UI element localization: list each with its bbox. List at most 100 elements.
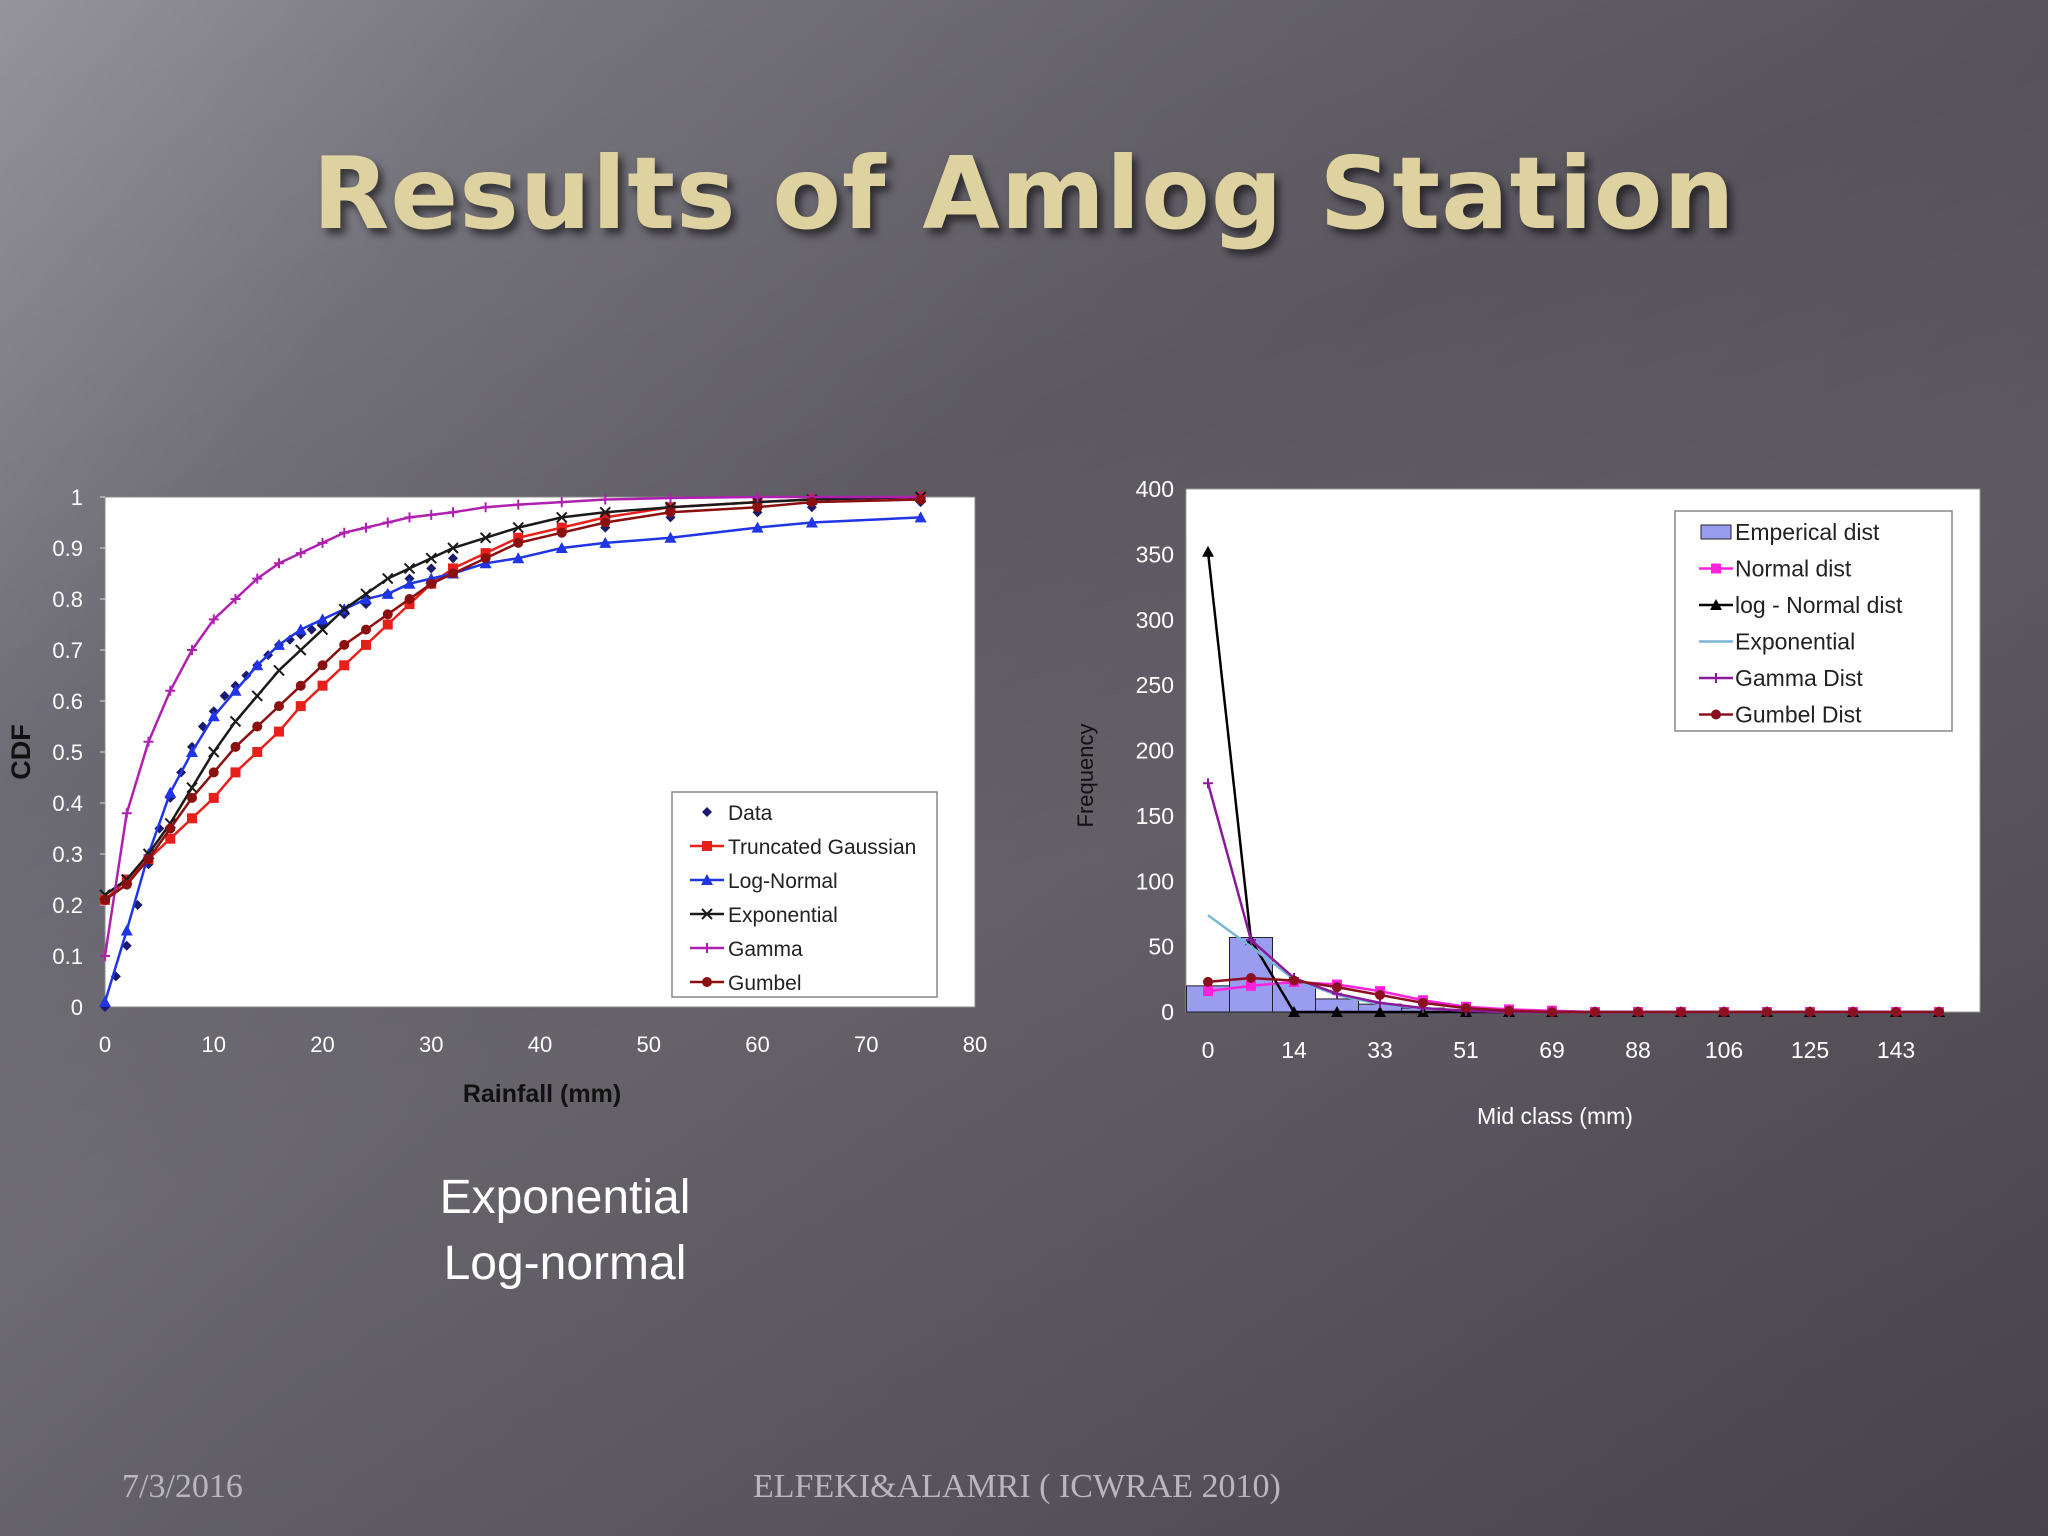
freq-point-gumbel-dist xyxy=(1719,1007,1729,1017)
freq-point-log-normal-dist xyxy=(1288,1006,1300,1017)
cdf-legend-marker-gumbel xyxy=(702,977,712,987)
cdf-legend-marker-data xyxy=(702,807,712,817)
cdf-point-gamma xyxy=(100,951,110,961)
cdf-y-axis-label: CDF xyxy=(6,724,36,780)
freq-point-gumbel-dist xyxy=(1590,1007,1600,1017)
cdf-point-truncated-gaussian xyxy=(252,747,263,757)
cdf-x-tick-label: 30 xyxy=(419,1032,443,1057)
cdf-legend xyxy=(671,791,938,998)
cdf-point-gamma xyxy=(317,537,328,548)
cdf-point-gamma xyxy=(382,517,393,528)
cdf-y-tick-label: 1 xyxy=(71,485,83,510)
cdf-x-tick-label: 50 xyxy=(637,1032,661,1057)
freq-point-gumbel-dist xyxy=(1762,1007,1772,1017)
freq-legend xyxy=(1674,510,1953,732)
cdf-chart: 00.10.20.30.40.50.60.70.80.910 10 20 30 40 50… xyxy=(6,485,987,1108)
cdf-point-gumbel xyxy=(187,792,197,803)
cdf-y-tick-label: 0.5 xyxy=(52,740,83,765)
cdf-y-tick-label: 0.7 xyxy=(52,638,83,663)
cdf-point-gamma xyxy=(208,614,219,625)
frequency-chart: 0 50 100 150 200 250 300 350 400 0 14 33 51 69 88 106 12… xyxy=(1073,476,1981,1129)
freq-point-gumbel-dist xyxy=(1504,1005,1514,1016)
cdf-point-log-normal xyxy=(186,746,198,757)
freq-point-gamma-dist xyxy=(1246,935,1256,946)
cdf-point-exponential xyxy=(360,588,372,600)
cdf-point-log-normal xyxy=(251,659,264,671)
cdf-x-tick-label: 80 xyxy=(963,1032,987,1057)
freq-x-tick-label: 33 xyxy=(1367,1037,1393,1063)
cdf-point-log-normal xyxy=(403,577,416,589)
freq-y-tick-label: 250 xyxy=(1136,672,1174,698)
freq-y-tick-label: 350 xyxy=(1136,541,1174,567)
cdf-point-gumbel xyxy=(274,701,284,712)
freq-point-log-normal-dist xyxy=(1374,1006,1386,1017)
cdf-point-gamma xyxy=(404,512,415,523)
cdf-point-gamma xyxy=(339,527,350,538)
cdf-y-tick-label: 0.1 xyxy=(52,944,83,969)
freq-legend-label-gumbel-dist: Gumbel Dist xyxy=(1735,702,1862,728)
cdf-point-truncated-gaussian xyxy=(513,532,524,543)
freq-x-tick-label: 14 xyxy=(1281,1037,1307,1063)
freq-x-tick-label: 69 xyxy=(1539,1037,1565,1063)
cdf-point-gumbel xyxy=(752,502,763,513)
cdf-legend-label-exponential: Exponential xyxy=(728,904,838,927)
cdf-point-gumbel xyxy=(448,568,458,579)
cdf-point-log-normal xyxy=(120,924,133,936)
cdf-y-tick-label: 0 xyxy=(71,995,83,1020)
cdf-point-gamma xyxy=(187,645,197,655)
cdf-point-log-normal xyxy=(555,542,568,553)
freq-point-log-normal-dist xyxy=(1202,545,1214,557)
caption-block: Exponential Log-normal xyxy=(380,1165,750,1297)
freq-point-gumbel-dist xyxy=(1332,982,1342,993)
freq-point-gumbel-dist xyxy=(1203,976,1213,987)
cdf-point-exponential xyxy=(316,623,329,636)
cdf-point-truncated-gaussian xyxy=(600,512,611,523)
cdf-point-exponential xyxy=(208,746,220,758)
cdf-point-gamma xyxy=(252,573,263,584)
freq-y-tick-label: 0 xyxy=(1161,999,1174,1025)
cdf-legend-label-truncated-gaussian: Truncated Gaussian xyxy=(728,836,916,859)
cdf-point-gumbel xyxy=(230,741,241,752)
freq-y-tick-label: 100 xyxy=(1136,868,1174,894)
freq-point-gumbel-dist xyxy=(1934,1007,1944,1017)
cdf-point-gumbel xyxy=(165,823,176,834)
freq-point-gumbel-dist xyxy=(1418,997,1428,1008)
freq-legend-label-log-normal-dist: log - Normal dist xyxy=(1735,592,1903,618)
freq-y-tick-label: 50 xyxy=(1148,934,1174,960)
cdf-point-exponential xyxy=(425,552,437,564)
freq-x-axis-label: Mid class (mm) xyxy=(1477,1103,1633,1129)
cdf-legend-marker-gamma xyxy=(702,943,712,953)
cdf-point-exponential xyxy=(251,690,263,702)
freq-point-gumbel-dist xyxy=(1461,1003,1471,1014)
cdf-point-gumbel xyxy=(295,680,306,691)
freq-point-gumbel-dist xyxy=(1676,1007,1686,1017)
cdf-point-exponential xyxy=(295,644,307,656)
cdf-point-data xyxy=(448,553,458,564)
cdf-point-log-normal xyxy=(914,511,927,523)
cdf-point-gamma xyxy=(143,736,154,747)
cdf-point-exponential xyxy=(556,511,568,524)
cdf-point-gumbel xyxy=(143,854,154,865)
freq-x-tick-label: 125 xyxy=(1791,1037,1829,1063)
cdf-point-gumbel xyxy=(252,721,263,732)
freq-point-gumbel-dist xyxy=(1633,1007,1643,1017)
cdf-point-gamma xyxy=(665,493,676,504)
freq-point-gumbel-dist xyxy=(1246,973,1256,984)
freq-point-gumbel-dist xyxy=(1289,975,1299,986)
cdf-point-truncated-gaussian xyxy=(208,792,219,803)
cdf-point-gumbel xyxy=(426,578,437,589)
cdf-y-tick-label: 0.8 xyxy=(52,587,83,612)
cdf-point-truncated-gaussian xyxy=(480,548,491,559)
freq-point-gumbel-dist xyxy=(1848,1007,1858,1017)
cdf-point-gamma xyxy=(121,808,132,819)
cdf-point-gumbel xyxy=(513,537,524,548)
cdf-point-truncated-gaussian xyxy=(317,680,328,691)
cdf-point-log-normal xyxy=(751,521,764,533)
cdf-point-exponential xyxy=(599,506,611,519)
cdf-point-gamma xyxy=(600,494,611,505)
cdf-point-data xyxy=(361,599,371,610)
cdf-point-data xyxy=(752,507,763,518)
cdf-y-tick-label: 0.6 xyxy=(52,689,83,714)
cdf-x-tick-label: 20 xyxy=(310,1032,334,1057)
cdf-point-exponential xyxy=(229,715,242,728)
